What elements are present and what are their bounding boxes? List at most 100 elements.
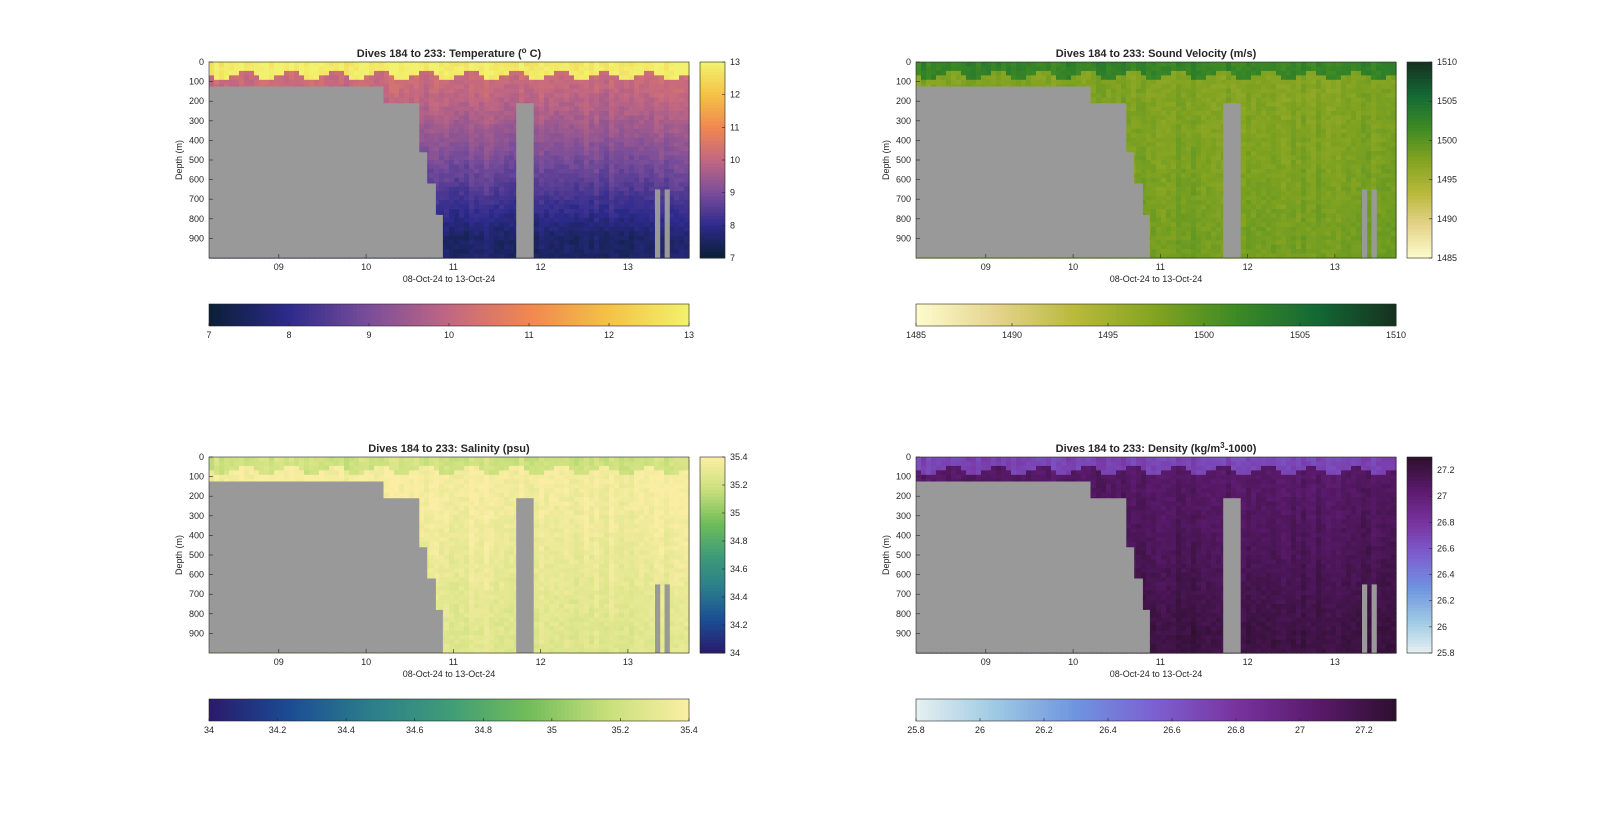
heatmap-cell bbox=[539, 195, 545, 201]
heatmap-cell bbox=[584, 88, 590, 94]
heatmap-cell bbox=[639, 155, 645, 161]
heatmap-cell bbox=[644, 209, 650, 215]
heatmap-cell bbox=[429, 168, 435, 174]
heatmap-cell bbox=[634, 79, 640, 85]
heatmap-cell bbox=[449, 66, 455, 72]
heatmap-cell bbox=[971, 62, 977, 68]
heatmap-cell bbox=[464, 133, 470, 139]
heatmap-cell bbox=[504, 182, 510, 188]
heatmap-cell bbox=[584, 173, 590, 179]
colorbar-segment bbox=[521, 304, 526, 326]
heatmap-cell bbox=[629, 168, 635, 174]
heatmap-cell bbox=[519, 97, 525, 103]
heatmap-cell bbox=[634, 146, 640, 152]
heatmap-cell bbox=[609, 119, 615, 125]
heatmap-cell bbox=[539, 70, 545, 76]
heatmap-cell bbox=[564, 168, 570, 174]
heatmap-cell bbox=[589, 70, 595, 76]
heatmap-cell bbox=[499, 146, 505, 152]
heatmap-cell bbox=[649, 213, 655, 219]
heatmap-cell bbox=[619, 111, 625, 117]
heatmap-cell bbox=[639, 133, 645, 139]
heatmap-cell bbox=[579, 84, 585, 90]
heatmap-cell bbox=[619, 124, 625, 130]
heatmap-cell bbox=[554, 213, 560, 219]
heatmap-cell bbox=[624, 106, 630, 112]
heatmap-cell bbox=[654, 137, 660, 143]
colorbar-segment bbox=[337, 304, 342, 326]
heatmap-cell bbox=[374, 66, 380, 72]
heatmap-cell bbox=[534, 128, 540, 134]
heatmap-cell bbox=[916, 79, 922, 85]
heatmap-cell bbox=[474, 128, 480, 134]
colorbar-segment bbox=[633, 304, 638, 326]
heatmap-cell bbox=[639, 235, 645, 241]
colorbar-segment bbox=[613, 304, 618, 326]
heatmap-cell bbox=[259, 75, 265, 81]
heatmap-cell bbox=[569, 119, 575, 125]
heatmap-cell bbox=[269, 66, 275, 72]
heatmap-cell bbox=[629, 133, 635, 139]
heatmap-cell bbox=[604, 102, 610, 108]
heatmap-cell bbox=[504, 75, 510, 81]
heatmap-cell bbox=[579, 128, 585, 134]
heatmap-cell bbox=[439, 70, 445, 76]
heatmap-cell bbox=[229, 62, 235, 68]
heatmap-cell bbox=[604, 106, 610, 112]
y-axis-label: Depth (m) bbox=[174, 140, 184, 180]
heatmap-cell bbox=[479, 146, 485, 152]
heatmap-cell bbox=[464, 93, 470, 99]
heatmap-cell bbox=[474, 142, 480, 148]
heatmap-cell bbox=[654, 155, 660, 161]
heatmap-cell bbox=[619, 235, 625, 241]
heatmap-cell bbox=[569, 146, 575, 152]
heatmap-cell bbox=[504, 186, 510, 192]
heatmap-cell bbox=[559, 88, 565, 94]
heatmap-cell bbox=[679, 142, 685, 148]
heatmap-cell bbox=[634, 124, 640, 130]
heatmap-cell bbox=[634, 137, 640, 143]
heatmap-cell bbox=[604, 235, 610, 241]
heatmap-cell bbox=[419, 115, 425, 121]
heatmap-cell bbox=[429, 142, 435, 148]
heatmap-cell bbox=[644, 231, 650, 237]
heatmap-cell bbox=[629, 217, 635, 223]
heatmap-cell bbox=[559, 168, 565, 174]
heatmap-cell bbox=[644, 133, 650, 139]
heatmap-cell bbox=[209, 75, 215, 81]
heatmap-cell bbox=[454, 62, 460, 68]
heatmap-cell bbox=[584, 235, 590, 241]
heatmap-cell bbox=[489, 93, 495, 99]
heatmap-cell bbox=[429, 133, 435, 139]
heatmap-cell bbox=[484, 182, 490, 188]
heatmap-cell bbox=[389, 88, 395, 94]
heatmap-cell bbox=[449, 168, 455, 174]
heatmap-cell bbox=[564, 93, 570, 99]
heatmap-cell bbox=[514, 79, 520, 85]
heatmap-cell bbox=[624, 182, 630, 188]
heatmap-cell bbox=[589, 182, 595, 188]
x-tick-label: 12 bbox=[536, 262, 546, 272]
heatmap-cell bbox=[589, 75, 595, 81]
heatmap-cell bbox=[444, 160, 450, 166]
heatmap-cell bbox=[639, 137, 645, 143]
heatmap-cell bbox=[624, 231, 630, 237]
heatmap-cell bbox=[589, 137, 595, 143]
heatmap-cell bbox=[679, 200, 685, 206]
heatmap-cell bbox=[579, 244, 585, 250]
heatmap-cell bbox=[449, 70, 455, 76]
heatmap-cell bbox=[579, 79, 585, 85]
heatmap-cell bbox=[569, 186, 575, 192]
heatmap-cell bbox=[294, 75, 300, 81]
heatmap-cell bbox=[464, 168, 470, 174]
heatmap-cell bbox=[484, 244, 490, 250]
heatmap-cell bbox=[961, 79, 967, 85]
heatmap-cell bbox=[589, 146, 595, 152]
heatmap-cell bbox=[454, 124, 460, 130]
heatmap-cell bbox=[449, 102, 455, 108]
heatmap-cell bbox=[449, 213, 455, 219]
heatmap-cell bbox=[469, 160, 475, 166]
heatmap-cell bbox=[594, 191, 600, 197]
heatmap-cell bbox=[334, 70, 340, 76]
